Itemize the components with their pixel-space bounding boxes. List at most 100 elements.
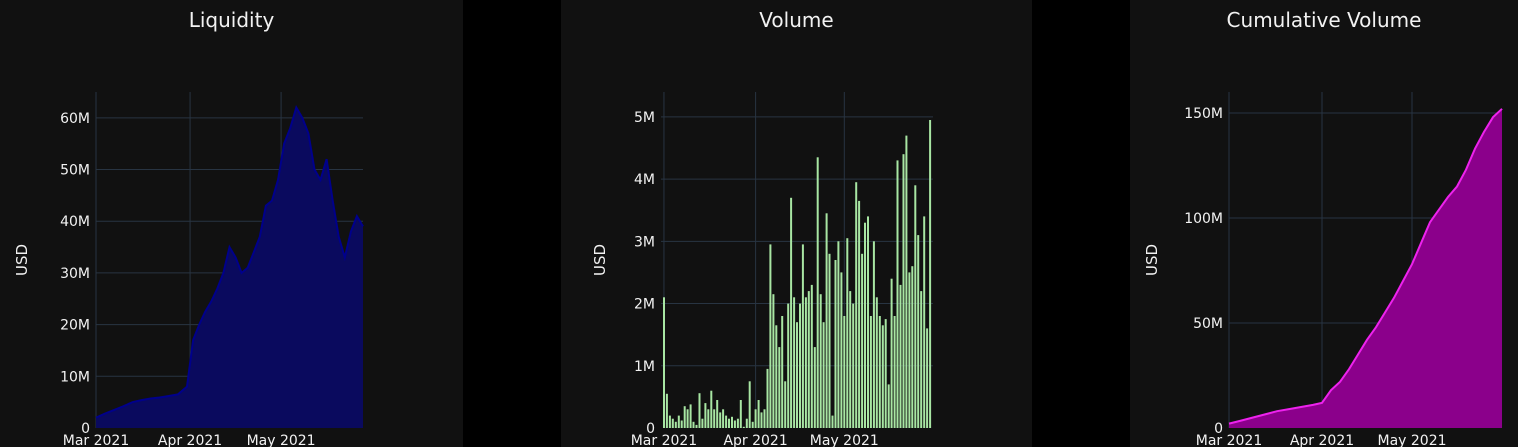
y-tick-label: 50M [1193, 316, 1223, 332]
bar [878, 316, 881, 428]
bar [686, 409, 689, 428]
y-tick-label: 60M [60, 111, 90, 127]
y-tick-label: 4M [634, 172, 655, 188]
bar [769, 244, 772, 428]
bar [784, 381, 787, 428]
bar [867, 216, 869, 428]
bar [837, 241, 840, 428]
bar [739, 400, 742, 428]
bar [728, 418, 730, 428]
bar [822, 322, 825, 428]
bar [707, 409, 710, 428]
bar [861, 253, 864, 428]
y-tick-label: 30M [60, 266, 90, 282]
bar [923, 216, 926, 428]
bar [855, 182, 858, 428]
bar [905, 135, 908, 428]
bar [887, 384, 890, 428]
x-tick-label: May 2021 [1377, 433, 1446, 447]
bar [799, 303, 801, 428]
bar [698, 393, 701, 428]
bar [872, 241, 875, 428]
bar [896, 160, 899, 428]
bar [807, 291, 810, 428]
y-tick-label: 0 [81, 421, 90, 437]
cumulative-volume-chart: 0 50M 100M 150M Mar 2021 Apr 2021 May 2021 [1184, 92, 1503, 447]
bar [710, 390, 713, 428]
bar [881, 325, 884, 428]
bar [875, 297, 878, 428]
bar [890, 278, 893, 428]
liquidity-title: Liquidity [188, 8, 275, 32]
bar [745, 418, 748, 428]
bar [763, 409, 766, 428]
bar [825, 213, 828, 428]
y-tick-label: 2M [634, 297, 655, 313]
bar [742, 426, 745, 428]
liquidity-chart: 0 10M 20M 30M 40M 50M 60M Mar 2021 Apr 2021 May 2… [60, 92, 364, 447]
bar [713, 409, 716, 428]
cumulative-volume-title: Cumulative Volume [1226, 8, 1422, 32]
bar [787, 303, 790, 428]
y-tick-label: 40M [60, 214, 90, 230]
x-tick-label: May 2021 [247, 433, 316, 447]
bar [796, 322, 798, 428]
bar [668, 415, 671, 428]
y-tick-label: 0 [646, 421, 655, 437]
bar [893, 316, 896, 428]
y-tick-label: 150M [1184, 106, 1223, 122]
x-tick-label: Mar 2021 [63, 433, 130, 447]
liquidity-panel: Liquidity USD 0 10M 20M 30M 40M 50M 60M Mar 202… [0, 0, 463, 447]
bar [722, 409, 725, 428]
y-tick-label: 100M [1184, 211, 1223, 227]
y-tick-label: 10M [60, 369, 90, 385]
bar [920, 291, 923, 428]
bar [790, 197, 793, 428]
bars [663, 120, 932, 429]
bar [840, 272, 843, 428]
y-tick-label: 5M [634, 110, 655, 126]
volume-chart: 0 1M 2M 3M 4M 5M Mar 2021 Apr 2021 May 2021 [631, 92, 933, 447]
x-tick-label: Apr 2021 [158, 433, 222, 447]
bar [828, 253, 831, 428]
bar [766, 368, 769, 428]
bar [736, 418, 739, 428]
bar [852, 303, 855, 428]
bar [793, 297, 796, 428]
bar [716, 400, 719, 428]
bar [674, 421, 677, 428]
bar [772, 294, 775, 428]
bar [902, 154, 905, 428]
bar [775, 325, 778, 428]
bar [801, 244, 804, 428]
bar [858, 200, 861, 428]
bar [884, 319, 887, 428]
bar [846, 238, 849, 428]
bar [810, 284, 813, 428]
bar [680, 420, 683, 428]
bar [899, 284, 902, 428]
bar [731, 416, 733, 428]
bar [677, 415, 680, 428]
bar [911, 266, 914, 428]
bar [704, 403, 707, 428]
bar [869, 316, 872, 428]
cumulative-volume-panel: Cumulative Volume USD 0 50M 100M 150M Mar 20… [1130, 0, 1518, 447]
volume-title: Volume [759, 8, 834, 32]
bar [813, 347, 816, 428]
bar [733, 420, 736, 428]
y-tick-label: 3M [634, 234, 655, 250]
bar [778, 347, 781, 428]
bar [692, 421, 695, 428]
bar [908, 272, 911, 428]
bar [663, 297, 665, 428]
series-area [1229, 108, 1502, 429]
bar [926, 328, 929, 428]
bar [816, 157, 819, 429]
x-tick-label: Apr 2021 [1290, 433, 1354, 447]
y-tick-label: 1M [634, 359, 655, 375]
bar [695, 424, 698, 428]
series-line [95, 104, 364, 419]
bar [843, 316, 846, 428]
x-tick-label: Mar 2021 [631, 433, 698, 447]
